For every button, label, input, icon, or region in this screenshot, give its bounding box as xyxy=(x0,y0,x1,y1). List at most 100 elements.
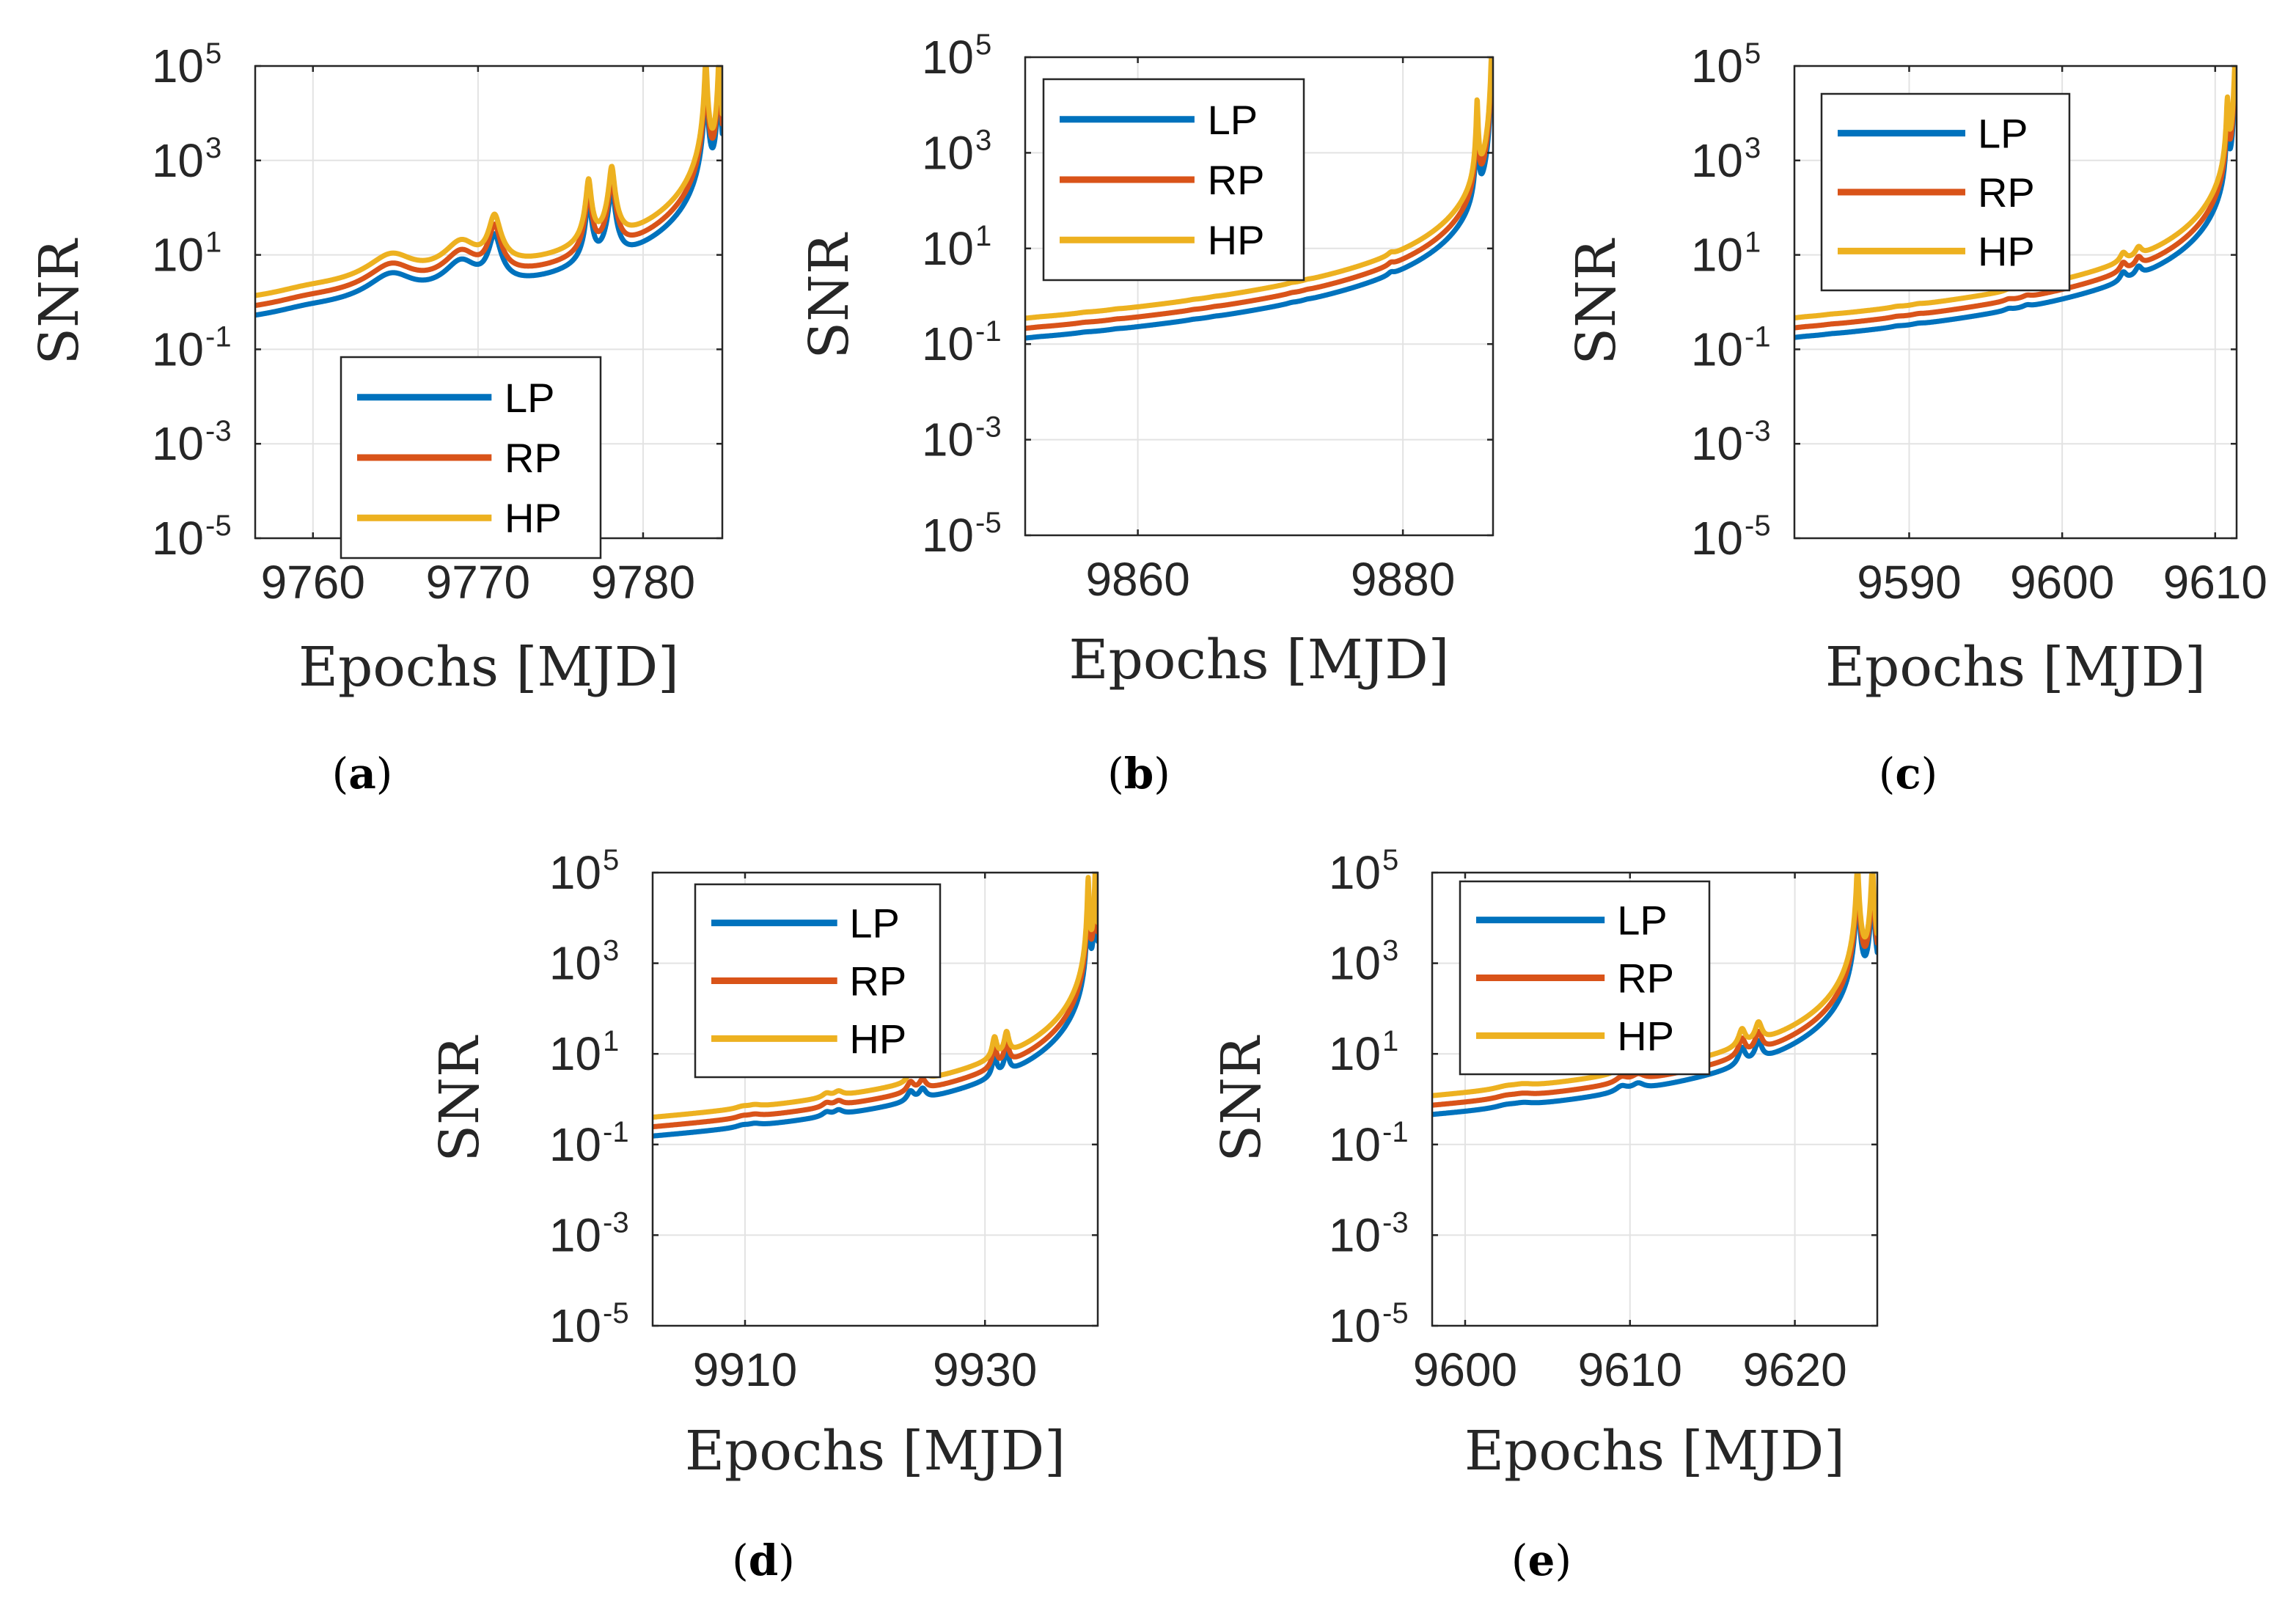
panel-caption: (a) xyxy=(332,749,393,799)
y-tick-exponent: 3 xyxy=(1382,935,1398,967)
x-tick-label: 9930 xyxy=(933,1343,1037,1396)
y-tick-label: 10 xyxy=(1691,134,1743,187)
panel-caption: (b) xyxy=(1107,749,1170,799)
legend-label-rp: RP xyxy=(1978,169,2035,216)
y-tick-exponent: 3 xyxy=(975,124,991,156)
series-line-rp xyxy=(1794,67,2237,331)
legend-label-rp: RP xyxy=(849,958,906,1005)
y-tick-exponent: -1 xyxy=(1745,320,1771,353)
y-tick-exponent: -3 xyxy=(205,415,232,447)
y-tick-exponent: -1 xyxy=(205,320,232,353)
series-line-rp xyxy=(1432,873,1877,1108)
y-tick-exponent: 1 xyxy=(975,220,991,252)
x-tick-label: 9910 xyxy=(693,1343,797,1396)
x-tick-label: 9780 xyxy=(591,556,695,609)
y-tick-label: 10 xyxy=(549,846,601,899)
panel-caption: (d) xyxy=(732,1535,795,1585)
series-line-hp xyxy=(1025,57,1493,321)
legend: LP RP HP xyxy=(694,883,942,1079)
y-tick-exponent: 1 xyxy=(205,227,221,259)
axes-frame xyxy=(651,871,1099,1327)
y-tick-label: 10 xyxy=(922,126,974,179)
x-axis-label: Epochs [MJD] xyxy=(1068,628,1449,691)
x-tick-label: 9770 xyxy=(426,556,530,609)
y-tick-label: 10 xyxy=(1691,40,1743,92)
x-tick-label: 9610 xyxy=(1578,1343,1682,1396)
y-tick-exponent: 5 xyxy=(205,37,221,70)
y-tick-label: 10 xyxy=(549,1118,601,1171)
y-tick-exponent: -3 xyxy=(1382,1206,1409,1238)
series-line-hp xyxy=(653,873,1098,1120)
y-tick-exponent: -3 xyxy=(1745,415,1771,447)
legend-label-lp: LP xyxy=(1617,898,1668,944)
y-tick-label: 10 xyxy=(1691,323,1743,375)
x-tick-label: 9600 xyxy=(2010,556,2114,609)
y-tick-exponent: -1 xyxy=(975,315,1002,348)
x-tick-label: 9760 xyxy=(261,556,365,609)
y-tick-exponent: 3 xyxy=(205,132,221,164)
x-axis-label: Epochs [MJD] xyxy=(1464,1420,1845,1483)
y-tick-label: 10 xyxy=(152,323,204,375)
y-tick-label: 10 xyxy=(922,318,974,370)
y-axis-label: SNR xyxy=(1565,238,1628,364)
y-tick-label: 10 xyxy=(549,1208,601,1261)
panel-caption: (c) xyxy=(1879,749,1938,799)
y-tick-label: 10 xyxy=(922,509,974,562)
series-line-rp xyxy=(255,66,722,309)
y-tick-label: 10 xyxy=(152,229,204,282)
legend-label-rp: RP xyxy=(505,435,562,481)
legend-label-rp: RP xyxy=(1208,157,1265,203)
legend-label-hp: HP xyxy=(1208,217,1265,263)
series-group xyxy=(1025,57,1493,341)
series-line-lp xyxy=(1432,880,1877,1118)
y-tick-label: 10 xyxy=(152,134,204,187)
y-tick-exponent: 3 xyxy=(1745,132,1761,164)
y-tick-label: 10 xyxy=(1329,1027,1381,1080)
y-tick-label: 10 xyxy=(922,222,974,275)
legend-label-hp: HP xyxy=(1617,1013,1674,1059)
y-tick-exponent: 3 xyxy=(603,935,619,967)
y-tick-exponent: -5 xyxy=(975,507,1002,539)
y-tick-exponent: -3 xyxy=(975,411,1002,444)
y-tick-exponent: 1 xyxy=(1745,227,1761,259)
series-line-hp xyxy=(255,66,722,298)
series-line-lp xyxy=(653,884,1098,1139)
y-tick-exponent: 5 xyxy=(603,844,619,876)
y-tick-exponent: -3 xyxy=(603,1206,629,1238)
y-tick-exponent: -5 xyxy=(603,1297,629,1329)
y-tick-label: 10 xyxy=(1691,417,1743,470)
y-tick-label: 10 xyxy=(1329,846,1381,899)
x-tick-label: 9590 xyxy=(1857,556,1961,609)
y-axis-label: SNR xyxy=(1210,1035,1273,1162)
y-tick-exponent: 5 xyxy=(1382,844,1398,876)
series-line-lp xyxy=(1794,78,2237,340)
y-tick-exponent: 1 xyxy=(603,1025,619,1057)
legend-label-lp: LP xyxy=(1208,97,1258,143)
y-axis-label: SNR xyxy=(428,1035,491,1162)
y-tick-exponent: -5 xyxy=(205,510,232,542)
y-tick-label: 10 xyxy=(152,417,204,470)
legend: LP RP HP xyxy=(1820,92,2071,292)
legend-label-hp: HP xyxy=(1978,228,2035,274)
legend-label-hp: HP xyxy=(849,1016,906,1062)
legend-label-hp: HP xyxy=(505,495,562,541)
y-axis-label: SNR xyxy=(28,238,91,364)
y-tick-label: 10 xyxy=(1329,1208,1381,1261)
x-axis-label: Epochs [MJD] xyxy=(1825,636,2206,699)
y-tick-label: 10 xyxy=(1329,1299,1381,1352)
axes-frame xyxy=(1793,65,2238,540)
y-tick-exponent: -5 xyxy=(1745,510,1771,542)
x-axis-label: Epochs [MJD] xyxy=(298,636,679,699)
y-tick-label: 10 xyxy=(549,1027,601,1080)
y-tick-exponent: 5 xyxy=(1745,37,1761,70)
y-axis-label: SNR xyxy=(798,232,861,359)
x-tick-label: 9620 xyxy=(1742,1343,1846,1396)
legend-label-rp: RP xyxy=(1617,955,1674,1002)
y-tick-label: 10 xyxy=(1691,229,1743,282)
y-tick-label: 10 xyxy=(549,937,601,990)
legend: LP RP HP xyxy=(1042,78,1305,282)
series-line-rp xyxy=(653,875,1098,1130)
